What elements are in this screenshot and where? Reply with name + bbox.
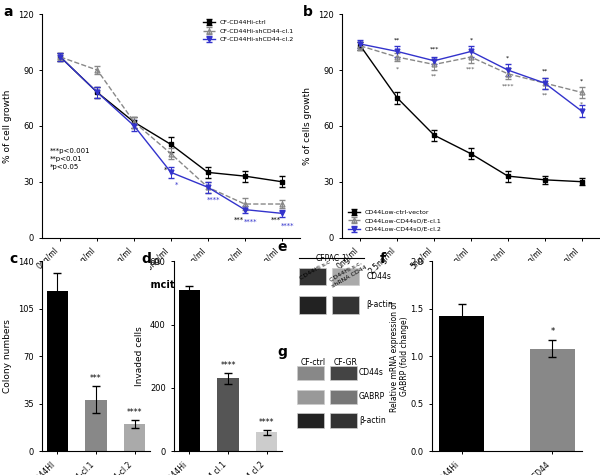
Text: ****: **** (244, 219, 257, 225)
FancyBboxPatch shape (332, 296, 359, 314)
Bar (85, 399, 107, 451)
FancyBboxPatch shape (329, 366, 356, 380)
Text: ***: *** (234, 217, 244, 223)
Text: CFPAC-1: CFPAC-1 (316, 254, 347, 263)
Text: a: a (4, 5, 13, 19)
Text: g: g (278, 345, 287, 359)
Bar (217, 379, 239, 451)
Y-axis label: % of cell growth: % of cell growth (4, 89, 13, 162)
FancyBboxPatch shape (297, 413, 324, 428)
Text: ***p<0.001
**p<0.01
*p<0.05: ***p<0.001 **p<0.01 *p<0.05 (50, 148, 91, 170)
Bar (530, 349, 575, 451)
Text: ****: **** (127, 408, 142, 418)
FancyBboxPatch shape (299, 296, 326, 314)
Text: GABRP: GABRP (359, 392, 385, 401)
FancyBboxPatch shape (297, 390, 324, 404)
Text: ****: **** (280, 223, 294, 228)
Text: CD44Hi s.c.
shRNA CD44: CD44Hi s.c. shRNA CD44 (328, 259, 368, 289)
Text: *: * (506, 56, 509, 61)
FancyBboxPatch shape (297, 366, 324, 380)
Text: *: * (396, 66, 399, 71)
Text: *: * (175, 182, 178, 188)
Text: CD44Hi s.c: CD44Hi s.c (299, 259, 332, 281)
Text: ***: *** (466, 66, 476, 71)
Y-axis label: Colony numbers: Colony numbers (4, 319, 13, 393)
Text: ****: **** (502, 83, 514, 88)
Y-axis label: % of cells growth: % of cells growth (304, 87, 313, 165)
Text: β-actin: β-actin (367, 301, 393, 309)
Text: b: b (303, 5, 313, 19)
Text: f: f (380, 252, 386, 266)
X-axis label: Gemcitabine: Gemcitabine (136, 280, 206, 290)
Bar (124, 424, 145, 451)
X-axis label: Gemcitabine: Gemcitabine (436, 282, 506, 292)
Text: ****: **** (220, 361, 236, 370)
Text: ***: *** (90, 374, 102, 383)
FancyBboxPatch shape (332, 268, 359, 285)
Text: CF-GR: CF-GR (334, 358, 357, 367)
Text: ****: **** (259, 418, 274, 427)
Text: **: ** (542, 69, 548, 74)
Text: ***: *** (430, 47, 439, 51)
Legend: CF-CD44Hi-ctrl, CF-CD44Hi-shCD44-cl.1, CF-CD44Hi-shCD44-cl.2: CF-CD44Hi-ctrl, CF-CD44Hi-shCD44-cl.1, C… (200, 18, 297, 45)
Text: *: * (164, 167, 167, 173)
Text: *: * (580, 102, 583, 107)
Bar (179, 290, 200, 451)
Bar (47, 291, 68, 451)
Text: **: ** (431, 74, 437, 79)
Legend: CD44Low-ctrl-vector, CD44Low-CD44sO/E-cl.1, CD44Low-CD44sO/E-cl.2: CD44Low-ctrl-vector, CD44Low-CD44sO/E-cl… (345, 207, 445, 234)
Text: β-actin: β-actin (359, 416, 386, 425)
Text: CD44s: CD44s (367, 272, 391, 281)
Bar (256, 432, 277, 451)
Y-axis label: Relative mRNA expression of
GABRP (fold change): Relative mRNA expression of GABRP (fold … (390, 301, 409, 412)
Text: CD44s: CD44s (359, 369, 383, 377)
Text: *: * (550, 327, 554, 336)
Text: ****: **** (206, 197, 220, 202)
FancyBboxPatch shape (329, 413, 356, 428)
Text: *: * (580, 78, 583, 83)
FancyBboxPatch shape (299, 268, 326, 285)
Text: **: ** (394, 37, 400, 42)
Text: **: ** (542, 93, 548, 97)
Text: c: c (10, 252, 18, 266)
Y-axis label: Invaded cells: Invaded cells (135, 326, 144, 386)
FancyBboxPatch shape (329, 390, 356, 404)
Text: e: e (278, 240, 287, 254)
Text: *: * (469, 37, 473, 42)
Text: CF-ctrl: CF-ctrl (301, 358, 325, 367)
Text: ***: *** (271, 217, 281, 223)
Bar (439, 316, 484, 451)
Text: d: d (142, 252, 151, 266)
